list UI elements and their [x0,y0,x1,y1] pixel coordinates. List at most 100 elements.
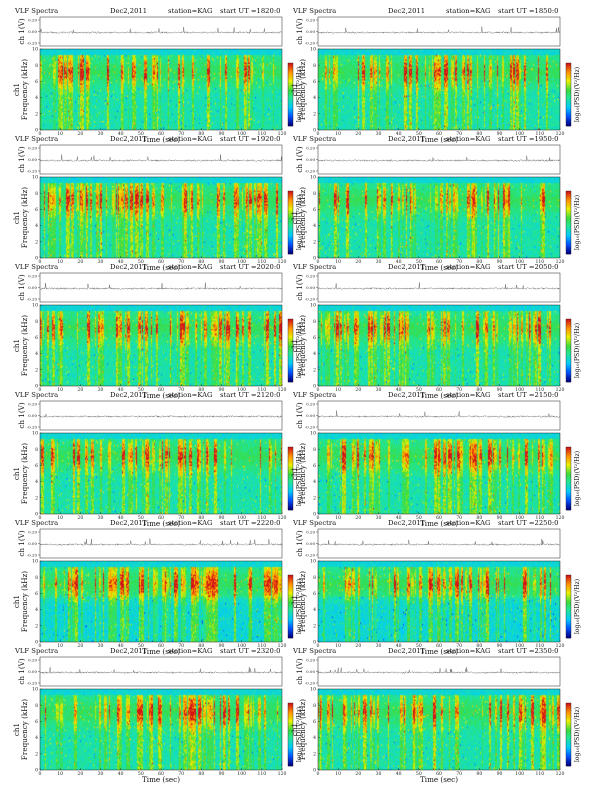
y-tick-label: 0 [313,768,316,774]
y-tick-label: 6 [313,463,316,469]
x-tick-label: 90 [497,643,503,649]
y-axis-label: Frequency (kHz) [298,315,307,376]
colorbar-swatch [566,353,571,356]
y-axis-label: Frequency (kHz) [20,699,29,760]
y-axis-label-channel: ch1 [290,467,299,480]
colorbar-swatch [288,762,293,765]
amplitude-tick-label: -0.20 [27,169,38,174]
x-tick-label: 60 [436,643,442,649]
amplitude-tick-label: 0.00 [306,29,315,34]
x-tick-label: 90 [219,515,225,521]
y-tick-label: 0 [313,512,316,518]
y-tick-label: 8 [313,63,316,69]
colorbar-label: log₁₀(PSD)(V²/Hz) [574,451,581,506]
colorbar-swatch [288,593,293,596]
colorbar-swatch [566,456,571,459]
x-tick-label: 100 [515,515,524,521]
x-tick-label: 0 [39,643,42,649]
colorbar-swatch [566,331,571,334]
colorbar-swatch [566,714,571,716]
colorbar-swatch [566,739,571,742]
x-tick-label: 20 [355,131,361,137]
colorbar-swatch [288,198,293,201]
colorbar-swatch [566,589,571,592]
x-axis-label: Time (sec) [142,519,180,528]
colorbar-swatch [566,375,571,378]
colorbar-swatch [566,322,571,325]
colorbar-swatch [566,213,571,215]
colorbar-swatch [288,502,293,504]
colorbar-swatch [566,584,571,587]
x-axis-label: Time (sec) [420,263,458,272]
colorbar-swatch [288,339,293,342]
colorbar-swatch [288,225,293,228]
amplitude-tick-label: 0.20 [28,146,37,151]
panel-start-time: start UT =1950:0 [498,135,558,143]
colorbar-swatch [288,508,293,511]
y-tick-label: 2 [313,111,316,117]
x-tick-label: 110 [535,643,544,649]
colorbar-swatch [566,614,571,617]
y-tick-label: 8 [35,63,38,69]
colorbar-swatch [566,500,571,503]
colorbar-swatch [288,203,293,206]
colorbar-swatch [566,361,571,364]
colorbar-swatch [566,725,571,727]
colorbar-swatch [566,230,571,233]
y-tick-label: 0 [35,256,38,262]
colorbar-swatch [288,358,293,361]
spectrogram-heatmap [318,689,560,770]
x-axis-label: Time (sec) [420,519,458,528]
panel-title: VLF Spectra [14,7,58,15]
colorbar-swatch [288,364,293,367]
colorbar-swatch [288,478,293,481]
colorbar-swatch [566,453,571,456]
x-tick-label: 120 [278,643,287,649]
x-tick-label: 90 [497,515,503,521]
colorbar-swatch [288,461,293,464]
y-tick-label: 6 [35,207,38,213]
colorbar-frame [565,574,572,639]
panel-date: Dec2,2011 [388,263,425,271]
y-tick-label: 0 [35,768,38,774]
x-tick-label: 120 [278,771,287,777]
panel-start-time: start UT =2020:0 [220,263,280,271]
colorbar-swatch [288,205,293,208]
colorbar-swatch [288,743,293,746]
colorbar-swatch [566,220,571,223]
colorbar-label: log₁₀(PSD)(V²/Hz) [296,579,303,634]
panel-date: Dec2,2011 [110,7,147,15]
y-tick-label: 2 [35,239,38,245]
colorbar-swatch [566,118,571,120]
y-tick-label: 6 [313,79,316,85]
colorbar-swatch [288,319,293,321]
colorbar-swatch [566,342,571,345]
amplitude-tick-label: -0.20 [305,681,316,686]
colorbar-swatch [566,191,571,193]
colorbar-swatch [566,83,571,86]
amplitude-tick-label: 0.00 [28,541,37,546]
amplitude-frame [39,144,283,175]
x-tick-label: 10 [335,771,341,777]
amplitude-tick-label: 0.00 [28,413,37,418]
y-tick-label: 4 [313,735,316,741]
x-tick-label: 0 [39,771,42,777]
colorbar-swatch [288,353,293,356]
x-tick-label: 120 [556,259,565,265]
colorbar-swatch [288,209,293,212]
amplitude-tick-label: -0.20 [27,553,38,558]
amplitude-axis-label: ch 1(V) [295,658,304,685]
colorbar-swatch [288,83,293,86]
colorbar-frame [287,62,294,127]
x-tick-label: 70 [456,259,462,265]
colorbar-swatch [566,216,571,219]
colorbar-swatch [566,478,571,481]
y-axis-label-channel: ch1 [290,723,299,736]
y-tick-label: 10 [310,687,316,693]
colorbar-swatch [288,462,293,465]
amplitude-tick-label: 0.00 [306,157,315,162]
colorbar-swatch [288,72,293,75]
colorbar-swatch [288,586,293,588]
x-tick-label: 30 [376,643,382,649]
x-tick-label: 80 [198,131,204,137]
